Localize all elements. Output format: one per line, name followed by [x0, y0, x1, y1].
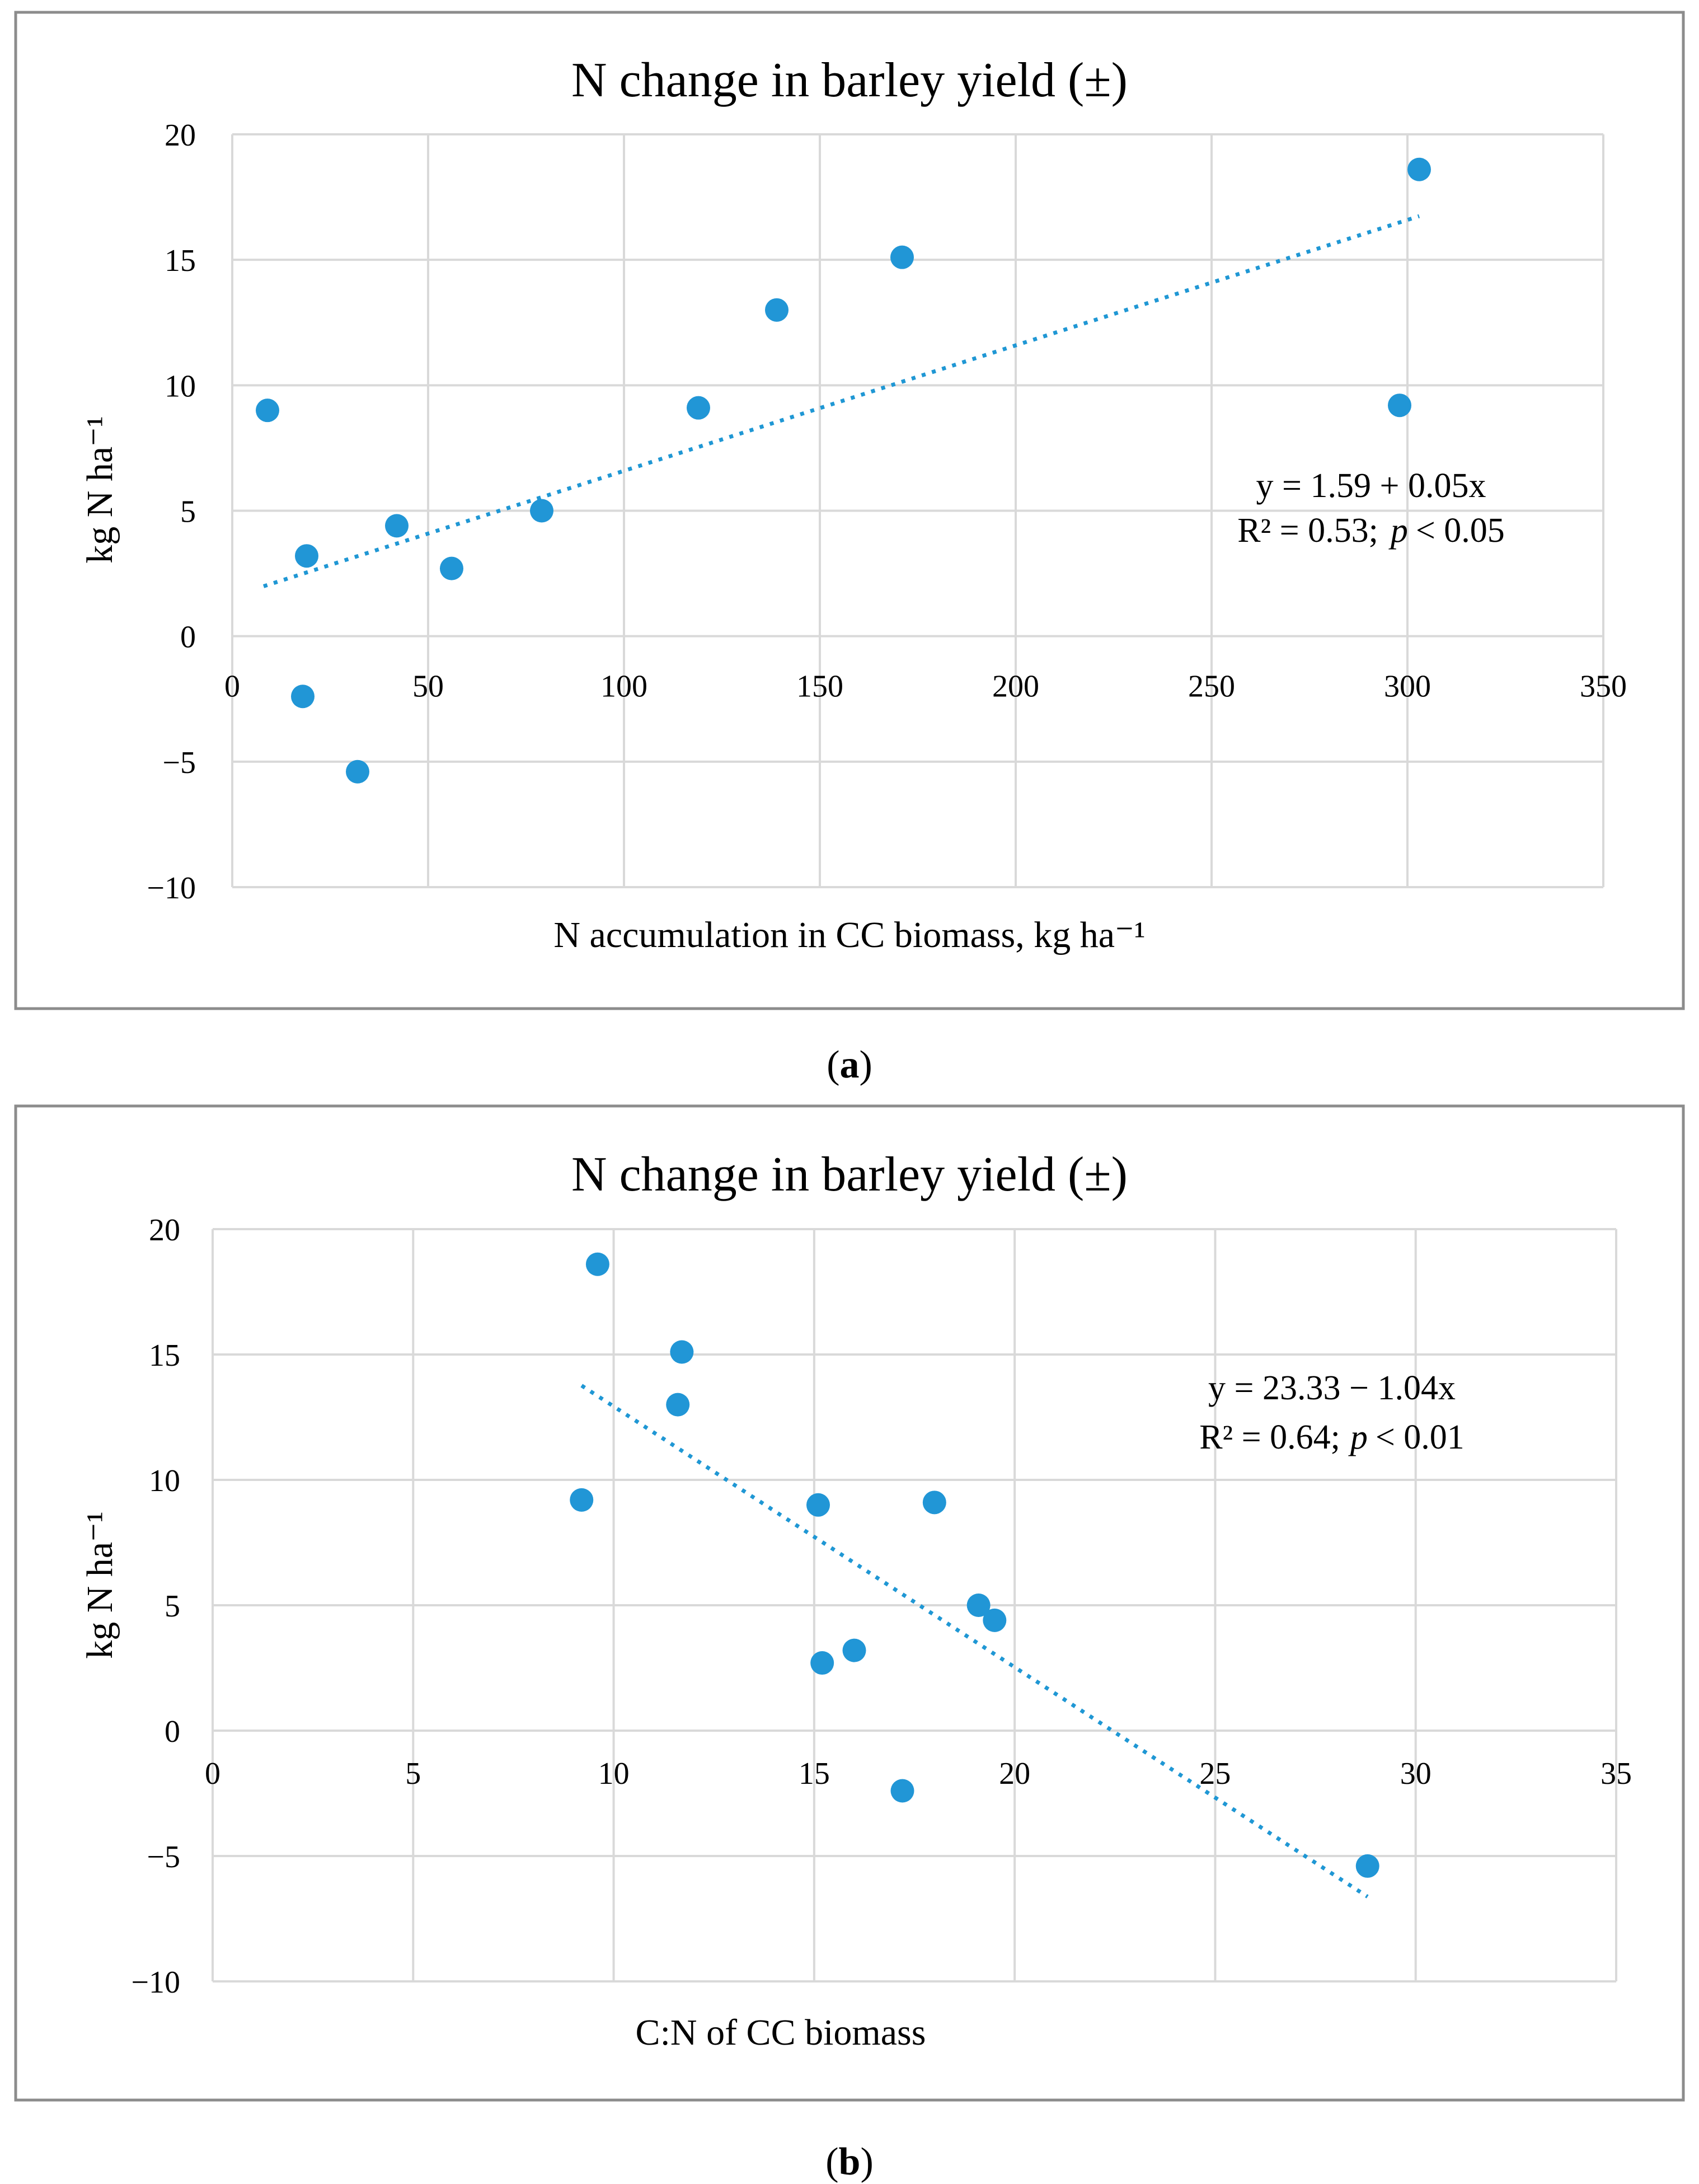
panel-a-data-point: [890, 245, 914, 269]
panel-a-data-point: [1388, 393, 1411, 418]
panel-b-y-tick-label: 15: [149, 1338, 180, 1373]
panel-b-x-tick-label: 35: [1601, 1756, 1632, 1791]
panel-a-x-tick-label: 300: [1384, 669, 1431, 704]
panel-b-p-symbol: p: [1348, 1418, 1368, 1456]
panel-a-r2-label: R² = 0.53; p < 0.05: [1237, 512, 1505, 550]
panel-b-data-point: [890, 1779, 914, 1803]
panel-a-x-tick-label: 100: [600, 669, 647, 704]
panel-a-data-point: [256, 399, 279, 423]
panel-b-data-point: [670, 1340, 694, 1364]
panel-b-x-ticks: 0 5 10 15 20 25 30 35: [205, 1756, 1632, 1791]
panel-a-x-tick-label: 150: [796, 669, 843, 704]
panel-a-data-point: [1407, 157, 1431, 181]
panel-a-x-tick-label: 250: [1188, 669, 1235, 704]
panel-a-y-tick-label: 0: [180, 620, 196, 655]
panel-b-data-point: [570, 1488, 594, 1512]
panel-a-y-axis-label: kg N ha⁻¹: [79, 416, 120, 564]
panel-a-data-point: [765, 298, 789, 322]
panel-a-y-tick-label: −10: [147, 871, 196, 906]
panel-a-data-point: [346, 760, 369, 784]
panel-b-y-tick-label: 5: [165, 1589, 180, 1624]
panel-b-y-tick-label: −5: [147, 1840, 180, 1874]
panel-a-equation: y = 1.59 + 0.05x: [1256, 467, 1486, 505]
panel-a-x-tick-label: 350: [1580, 669, 1627, 704]
panel-b-trendline: [580, 1384, 1369, 1899]
panel-b-data-point: [922, 1491, 946, 1515]
panel-a-data-point: [530, 499, 553, 523]
panel-a-frame: [14, 11, 1685, 1010]
panel-b-equation: y = 23.33 − 1.04x: [1208, 1369, 1456, 1407]
panel-a-r2-prefix: R² = 0.53;: [1237, 512, 1378, 550]
panel-a-trendline: [262, 214, 1420, 588]
panel-a: N change in barley yield (±) 0 50 100 150 20…: [14, 11, 1685, 1086]
panel-a-gridlines: [231, 133, 1604, 888]
panel-b-r2-prefix: R² = 0.64;: [1199, 1418, 1340, 1456]
panel-a-caption-open: (: [827, 1043, 839, 1086]
panel-a-p-symbol: p: [1388, 512, 1408, 550]
panel-b-x-tick-label: 15: [799, 1756, 830, 1791]
panel-b-x-tick-label: 0: [205, 1756, 220, 1791]
panel-b-x-tick-label: 20: [999, 1756, 1030, 1791]
panel-a-y-tick-label: 15: [165, 243, 196, 278]
panel-a-title: N change in barley yield (±): [571, 53, 1128, 107]
panel-b-r2-label: R² = 0.64; p < 0.01: [1199, 1418, 1465, 1456]
panel-a-x-tick-label: 50: [412, 669, 444, 704]
panel-b-y-axis-label: kg N ha⁻¹: [79, 1511, 120, 1659]
panel-a-y-tick-label: 5: [180, 495, 196, 529]
panel-b-x-tick-label: 25: [1199, 1756, 1231, 1791]
panel-b-y-ticks: 20 15 10 5 0 −5 −10: [131, 1213, 180, 2000]
panel-b-caption-letter: b: [839, 2140, 861, 2183]
panel-b-data-point: [666, 1393, 690, 1417]
panel-b-gridlines: [212, 1228, 1617, 1983]
panel-b-caption-close: ): [860, 2140, 873, 2183]
panel-b-y-tick-label: 20: [149, 1213, 180, 1248]
panel-a-y-ticks: 20 15 10 5 0 −5 −10: [147, 118, 196, 906]
panel-b-y-tick-label: 10: [149, 1464, 180, 1498]
panel-a-x-tick-label: 0: [224, 669, 240, 704]
panel-b-y-tick-label: 0: [165, 1714, 180, 1749]
panel-a-data-point: [440, 556, 463, 580]
panel-b-caption: (b): [825, 2140, 874, 2183]
panel-a-caption-close: ): [860, 1043, 872, 1086]
panel-a-x-ticks: 0 50 100 150 200 250 300 350: [224, 669, 1627, 704]
panel-a-y-tick-label: 10: [165, 369, 196, 404]
panel-a-points: [256, 157, 1431, 784]
panel-b-x-axis-label: C:N of CC biomass: [636, 2012, 926, 2053]
panel-b-caption-open: (: [825, 2140, 838, 2183]
panel-a-y-tick-label: 20: [165, 118, 196, 153]
panel-b-data-point: [1355, 1854, 1379, 1878]
panel-a-caption-letter: a: [840, 1043, 860, 1086]
panel-a-caption: (a): [827, 1043, 872, 1086]
panel-a-data-point: [385, 514, 409, 538]
panel-b-data-point: [966, 1594, 991, 1617]
panel-b-title: N change in barley yield (±): [571, 1147, 1128, 1202]
panel-a-data-point: [687, 396, 710, 420]
panel-a-p-value: < 0.05: [1416, 512, 1505, 550]
panel-a-data-point: [291, 685, 315, 709]
panel-b-data-point: [810, 1651, 834, 1675]
panel-b-p-value: < 0.01: [1376, 1418, 1465, 1456]
panel-b-points: [570, 1252, 1379, 1878]
panel-a-data-point: [295, 544, 318, 568]
panel-a-x-tick-label: 200: [992, 669, 1039, 704]
panel-b-data-point: [983, 1608, 1007, 1632]
panel-a-x-axis-label: N accumulation in CC biomass, kg ha⁻¹: [553, 915, 1145, 955]
panel-b-x-tick-label: 30: [1400, 1756, 1432, 1791]
panel-b: N change in barley yield (±) 0 5 10 15 20 25 3…: [14, 1104, 1685, 2183]
panel-b-x-tick-label: 10: [598, 1756, 630, 1791]
panel-b-x-tick-label: 5: [405, 1756, 421, 1791]
panel-b-frame: [14, 1104, 1685, 2102]
panel-a-y-tick-label: −5: [162, 746, 196, 780]
panel-b-y-tick-label: −10: [131, 1965, 180, 2000]
panel-b-data-point: [842, 1638, 866, 1662]
panel-b-data-point: [806, 1493, 830, 1517]
panel-b-data-point: [585, 1252, 609, 1276]
